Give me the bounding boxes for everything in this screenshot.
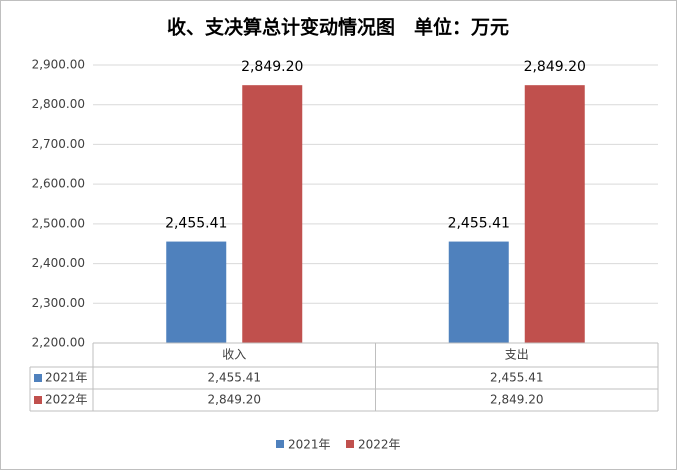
data-label: 2,455.41: [448, 216, 510, 232]
x-tick-label: 支出: [505, 348, 529, 362]
chart-title: 收、支决算总计变动情况图 单位：万元: [167, 16, 509, 39]
data-label: 2,849.20: [524, 59, 586, 75]
table-cell: 2,849.20: [490, 393, 543, 407]
y-tick-label: 2,500.00: [32, 216, 85, 230]
y-tick-label: 2,200.00: [32, 336, 85, 350]
bar: [524, 85, 585, 343]
legend-key: [276, 440, 284, 448]
table-cell: 2,455.41: [208, 371, 261, 385]
legend-label: 2021年: [288, 438, 331, 452]
table-legend-key: [34, 396, 42, 404]
y-tick-label: 2,300.00: [32, 296, 85, 310]
bar: [448, 241, 509, 343]
table-legend-key: [34, 374, 42, 382]
x-tick-label: 收入: [222, 348, 246, 362]
y-tick-label: 2,400.00: [32, 256, 85, 270]
y-tick-label: 2,800.00: [32, 97, 85, 111]
table-cell: 2,455.41: [490, 371, 543, 385]
y-tick-label: 2,700.00: [32, 137, 85, 151]
data-label: 2,849.20: [241, 59, 303, 75]
table-series-name: 2021年: [45, 371, 88, 385]
table-cell: 2,849.20: [208, 393, 261, 407]
legend-label: 2022年: [358, 438, 401, 452]
bar: [242, 85, 303, 343]
y-tick-label: 2,600.00: [32, 177, 85, 191]
bar: [166, 241, 227, 343]
y-tick-label: 2,900.00: [32, 58, 85, 72]
legend-key: [346, 440, 354, 448]
data-label: 2,455.41: [165, 216, 227, 232]
table-series-name: 2022年: [45, 393, 88, 407]
